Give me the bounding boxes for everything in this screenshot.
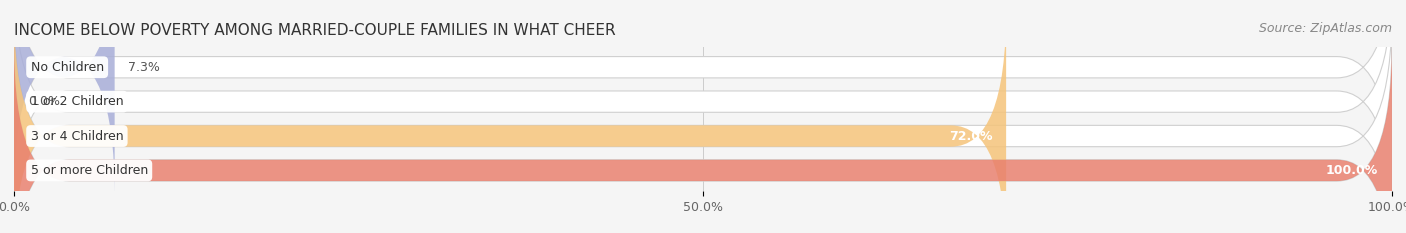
Text: INCOME BELOW POVERTY AMONG MARRIED-COUPLE FAMILIES IN WHAT CHEER: INCOME BELOW POVERTY AMONG MARRIED-COUPL… [14, 24, 616, 38]
Text: 3 or 4 Children: 3 or 4 Children [31, 130, 124, 143]
Text: 72.0%: 72.0% [949, 130, 993, 143]
FancyBboxPatch shape [14, 0, 115, 194]
FancyBboxPatch shape [14, 0, 1392, 194]
Text: Source: ZipAtlas.com: Source: ZipAtlas.com [1258, 22, 1392, 35]
FancyBboxPatch shape [14, 0, 1392, 229]
Text: 7.3%: 7.3% [128, 61, 160, 74]
Text: 1 or 2 Children: 1 or 2 Children [31, 95, 124, 108]
Text: No Children: No Children [31, 61, 104, 74]
FancyBboxPatch shape [14, 9, 1392, 233]
Text: 100.0%: 100.0% [1326, 164, 1378, 177]
FancyBboxPatch shape [14, 44, 1392, 233]
Text: 5 or more Children: 5 or more Children [31, 164, 148, 177]
FancyBboxPatch shape [14, 9, 1007, 233]
Text: 0.0%: 0.0% [28, 95, 60, 108]
FancyBboxPatch shape [14, 44, 1392, 233]
